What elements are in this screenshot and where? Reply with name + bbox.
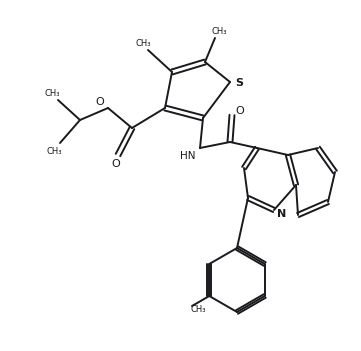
Text: CH₃: CH₃: [46, 146, 62, 155]
Text: O: O: [236, 106, 244, 116]
Text: CH₃: CH₃: [190, 305, 206, 314]
Text: O: O: [112, 159, 120, 169]
Text: N: N: [277, 209, 287, 219]
Text: O: O: [96, 97, 104, 107]
Text: HN: HN: [180, 151, 196, 161]
Text: CH₃: CH₃: [211, 26, 227, 35]
Text: CH₃: CH₃: [44, 88, 60, 98]
Text: S: S: [235, 78, 243, 88]
Text: CH₃: CH₃: [135, 39, 151, 47]
